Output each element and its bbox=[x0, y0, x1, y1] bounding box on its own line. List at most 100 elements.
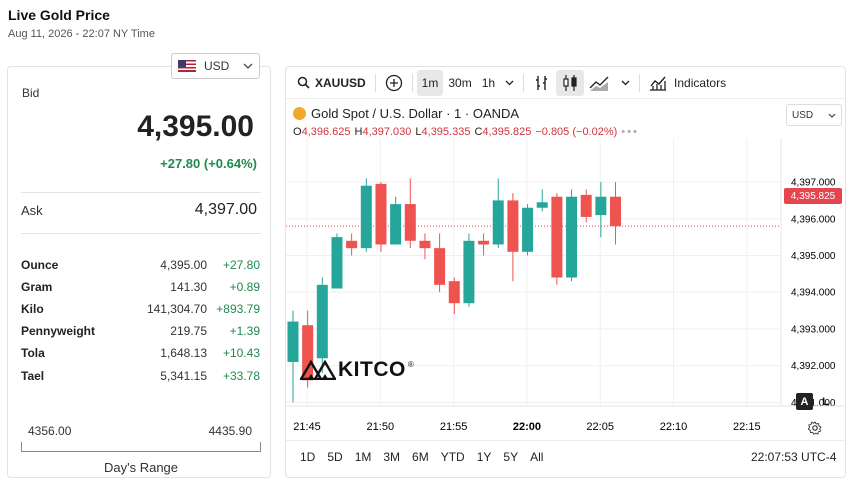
candles-style-button[interactable] bbox=[556, 69, 585, 96]
candle[interactable] bbox=[478, 233, 490, 256]
compare-button[interactable] bbox=[380, 70, 408, 96]
toolbar-separator bbox=[523, 73, 525, 92]
page-timestamp: Aug 11, 2026 - 22:07 NY Time bbox=[8, 28, 155, 40]
candle-body bbox=[478, 240, 490, 245]
y-tick-label: 4,395.000 bbox=[791, 251, 836, 262]
x-tick-label: 22:05 bbox=[586, 421, 614, 433]
style-dropdown[interactable] bbox=[616, 70, 635, 96]
bid-value: 4,395.00 bbox=[137, 110, 254, 143]
candle[interactable] bbox=[331, 233, 343, 289]
candle[interactable] bbox=[595, 182, 607, 238]
unit-name: Tola bbox=[21, 346, 45, 360]
candle-body bbox=[287, 321, 299, 362]
interval-1m[interactable]: 1m bbox=[416, 69, 444, 96]
ohlc-h-label: H bbox=[354, 126, 363, 138]
price-scale-currency-label: USD bbox=[792, 109, 814, 121]
unit-row-gram: Gram 141.30 +0.89 bbox=[21, 277, 261, 297]
candle[interactable] bbox=[287, 310, 299, 403]
range-1y[interactable]: 1Y bbox=[476, 450, 492, 464]
last-price-tag: 4,395.825 bbox=[784, 188, 842, 204]
range-1d[interactable]: 1D bbox=[300, 450, 316, 464]
x-tick-label: 22:00 bbox=[513, 421, 541, 433]
toolbar-separator bbox=[639, 73, 641, 92]
candle[interactable] bbox=[551, 193, 563, 285]
divider bbox=[21, 233, 261, 234]
candle[interactable] bbox=[536, 189, 548, 212]
goto-realtime-button[interactable] bbox=[807, 421, 822, 440]
chart-toolbar: XAUUSD 1m 30m 1h Indicators bbox=[286, 67, 845, 99]
unit-change: +33.78 bbox=[222, 369, 260, 383]
candle[interactable] bbox=[360, 178, 372, 252]
candle[interactable] bbox=[375, 182, 387, 252]
bid-label: Bid bbox=[22, 86, 40, 100]
unit-name: Ounce bbox=[21, 258, 59, 272]
currency-value: USD bbox=[204, 59, 230, 73]
toolbar-separator bbox=[411, 73, 413, 92]
candle[interactable] bbox=[566, 189, 578, 282]
candle-body bbox=[595, 196, 607, 216]
unit-row-ounce: Ounce 4,395.00 +27.80 bbox=[21, 255, 261, 275]
range-3m[interactable]: 3M bbox=[383, 450, 401, 464]
ohlc-o-label: O bbox=[293, 126, 302, 138]
chart-title-text: Gold Spot / U.S. Dollar · 1 · OANDA bbox=[311, 106, 520, 121]
candle[interactable] bbox=[492, 178, 504, 249]
y-tick-label: 4,392.000 bbox=[791, 361, 836, 372]
symbol-search[interactable]: XAUUSD bbox=[292, 70, 371, 96]
range-1m[interactable]: 1M bbox=[354, 450, 372, 464]
auto-scale-button[interactable]: A bbox=[796, 393, 813, 410]
candle[interactable] bbox=[522, 204, 534, 256]
interval-dropdown[interactable] bbox=[500, 70, 519, 96]
ohlc-low: 4,395.335 bbox=[421, 126, 471, 138]
candle[interactable] bbox=[316, 277, 328, 373]
divider bbox=[21, 192, 261, 193]
candle[interactable] bbox=[434, 233, 446, 293]
candle-body bbox=[507, 200, 519, 252]
chart-clock[interactable]: 22:07:53 UTC-4 bbox=[751, 450, 837, 464]
candle[interactable] bbox=[302, 310, 314, 388]
candle[interactable] bbox=[346, 233, 358, 256]
x-tick-label: 21:55 bbox=[440, 421, 468, 433]
candle[interactable] bbox=[390, 196, 402, 245]
candle-body bbox=[404, 204, 416, 241]
ohlc-legend: O4,396.625 H4,397.030 L4,395.335 C4,395.… bbox=[293, 126, 639, 138]
area-style-button[interactable] bbox=[584, 70, 616, 96]
toolbar-separator bbox=[374, 73, 376, 92]
indicators-icon bbox=[650, 76, 667, 91]
y-tick-label: 4,397.000 bbox=[791, 178, 836, 189]
candle[interactable] bbox=[580, 189, 592, 223]
ohlc-close: 4,395.825 bbox=[482, 126, 532, 138]
range-6m[interactable]: 6M bbox=[412, 450, 429, 464]
candle[interactable] bbox=[610, 182, 622, 245]
indicators-button[interactable]: Indicators bbox=[644, 70, 731, 96]
range-ytd[interactable]: YTD bbox=[440, 450, 465, 464]
ohlc-high: 4,397.030 bbox=[362, 126, 412, 138]
candle[interactable] bbox=[463, 233, 475, 307]
unit-price: 4,395.00 bbox=[160, 258, 207, 272]
range-all[interactable]: All bbox=[530, 450, 544, 464]
more-dots-icon[interactable]: ••• bbox=[621, 126, 639, 138]
bar-style-button[interactable] bbox=[528, 70, 556, 96]
candlestick-chart[interactable]: 4,397.000 4,396.000 4,395.000 4,394.000 4,39… bbox=[286, 138, 846, 440]
candles-icon bbox=[563, 74, 577, 91]
unit-change: +0.89 bbox=[229, 280, 260, 294]
candle-body bbox=[566, 196, 578, 278]
kitco-logo: KITCO ® bbox=[300, 358, 414, 382]
log-scale-button[interactable]: L bbox=[822, 395, 829, 408]
search-icon bbox=[297, 76, 310, 89]
candle[interactable] bbox=[419, 233, 431, 260]
range-5d[interactable]: 5D bbox=[327, 450, 343, 464]
range-5y[interactable]: 5Y bbox=[503, 450, 519, 464]
unit-row-kilo: Kilo 141,304.70 +893.79 bbox=[21, 299, 261, 319]
area-chart-icon bbox=[589, 76, 609, 91]
candle[interactable] bbox=[448, 277, 460, 315]
candle[interactable] bbox=[404, 178, 416, 249]
x-tick-label: 21:50 bbox=[367, 421, 395, 433]
candle-body bbox=[331, 237, 343, 289]
unit-price: 141,304.70 bbox=[146, 302, 207, 316]
currency-select[interactable]: USD bbox=[171, 53, 260, 79]
interval-30m[interactable]: 30m bbox=[448, 75, 472, 90]
interval-1h[interactable]: 1h bbox=[481, 75, 496, 90]
ohlc-l-label: L bbox=[415, 126, 422, 138]
candle[interactable] bbox=[507, 193, 519, 282]
price-scale-currency[interactable]: USD bbox=[786, 104, 842, 126]
